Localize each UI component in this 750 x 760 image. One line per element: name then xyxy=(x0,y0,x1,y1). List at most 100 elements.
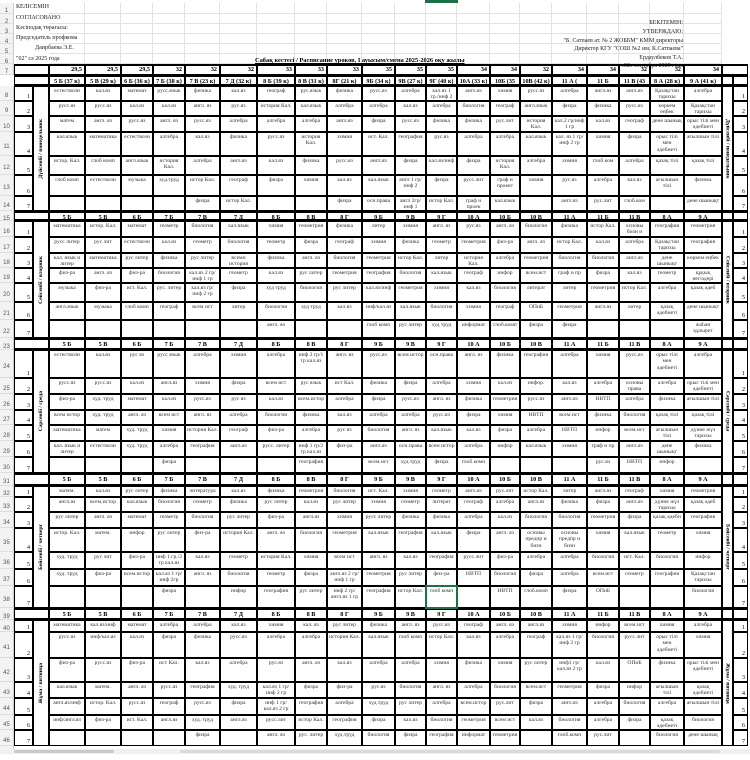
class-header[interactable]: 7 В xyxy=(185,338,220,350)
lesson-number[interactable]: 2 xyxy=(14,497,33,512)
grid-cell[interactable] xyxy=(49,14,85,24)
lesson-number-right[interactable]: 3 xyxy=(733,512,748,528)
lesson-cell[interactable] xyxy=(650,320,684,338)
class-header[interactable]: 7 В (23 к) xyxy=(185,75,220,86)
lesson-cell[interactable]: кал.яз xyxy=(327,658,362,682)
lesson-cell[interactable]: алгебра xyxy=(426,698,457,715)
grid-cell[interactable] xyxy=(552,24,587,34)
lesson-number-right[interactable]: 5 xyxy=(733,552,748,569)
lesson-cell[interactable]: кал.язык xyxy=(295,101,327,116)
lesson-cell[interactable]: кал.яз 1 гр./инф 2 xyxy=(426,86,457,101)
lesson-cell[interactable]: рус литер xyxy=(520,658,552,682)
lesson-cell[interactable]: алгебра xyxy=(395,410,426,425)
lesson-cell[interactable]: англ.яз xyxy=(220,441,257,457)
lesson-cell[interactable]: кал.язык xyxy=(49,682,85,698)
lesson-cell[interactable]: ОПиБ xyxy=(619,658,650,682)
lesson-cell[interactable] xyxy=(457,586,490,608)
lesson-cell[interactable]: математ xyxy=(121,86,153,101)
class-header[interactable]: 7 Д xyxy=(220,338,257,350)
lesson-cell[interactable]: глоб.ком xyxy=(587,156,619,175)
grid-cell[interactable] xyxy=(49,54,85,64)
class-header[interactable]: 10 А xyxy=(457,211,490,221)
grid-cell[interactable] xyxy=(257,3,295,14)
grid-cell[interactable] xyxy=(257,34,295,44)
lesson-cell[interactable]: алгебра xyxy=(520,156,552,175)
lesson-cell[interactable]: физра xyxy=(426,175,457,196)
grid-cell[interactable] xyxy=(85,44,121,54)
lesson-cell[interactable]: англ. яз xyxy=(185,101,220,116)
grid-cell[interactable] xyxy=(520,54,552,64)
lesson-cell[interactable]: рус литер xyxy=(295,586,327,608)
grid-cell[interactable] xyxy=(457,54,490,64)
lesson-cell[interactable]: матем. xyxy=(85,682,121,698)
class-header[interactable]: 9 А xyxy=(684,473,722,486)
lesson-cell[interactable]: англ.яз xyxy=(457,486,490,497)
grid-cell[interactable] xyxy=(49,3,85,14)
row-header[interactable]: 15 xyxy=(0,211,14,222)
lesson-cell[interactable] xyxy=(295,196,327,211)
lesson-cell[interactable]: физра xyxy=(185,730,220,746)
class-header[interactable]: 5 Б xyxy=(49,473,85,486)
grid-cell[interactable] xyxy=(49,24,85,34)
lesson-cell[interactable]: литер xyxy=(619,302,650,320)
lesson-cell[interactable]: ағылшын тілі xyxy=(650,175,684,196)
blank-cell[interactable] xyxy=(733,338,748,350)
lesson-cell[interactable]: инфор. xyxy=(520,378,552,394)
lesson-cell[interactable]: кал.яз xyxy=(121,632,153,658)
class-header[interactable]: 10 А xyxy=(457,338,490,350)
lesson-cell[interactable]: геометр xyxy=(395,497,426,512)
lesson-cell[interactable]: физра xyxy=(327,196,362,211)
lesson-number-right[interactable]: 2 xyxy=(733,632,748,658)
lesson-cell[interactable]: физ-ра xyxy=(49,658,85,682)
lesson-cell[interactable]: геометр xyxy=(220,268,257,283)
lesson-cell[interactable]: геометрия xyxy=(362,569,395,586)
lesson-cell[interactable]: биология xyxy=(587,253,619,268)
lesson-cell[interactable]: физика xyxy=(457,658,490,682)
blank-cell[interactable] xyxy=(722,211,733,221)
lesson-cell[interactable]: русс.лит xyxy=(457,552,490,569)
lesson-cell[interactable]: физ-ра xyxy=(185,528,220,552)
lesson-cell[interactable]: химия xyxy=(426,658,457,682)
class-header[interactable]: 9 Б xyxy=(362,608,395,620)
lesson-cell[interactable]: худ.труд xyxy=(362,698,395,715)
lesson-cell[interactable]: англ. яз xyxy=(295,253,327,268)
lesson-number-right[interactable]: 6 xyxy=(733,569,748,586)
lesson-cell[interactable]: англ. яз xyxy=(395,425,426,441)
lesson-number[interactable]: 7 xyxy=(14,586,33,608)
lesson-cell[interactable] xyxy=(684,457,722,473)
lesson-cell[interactable]: НВТП xyxy=(457,569,490,586)
class-header[interactable]: 10В (42 к) xyxy=(520,75,552,86)
grid-cell[interactable] xyxy=(520,3,552,14)
blank-cell[interactable] xyxy=(14,473,49,486)
lesson-cell[interactable]: рус яз xyxy=(220,394,257,410)
lesson-cell[interactable]: литер xyxy=(552,486,587,497)
lesson-cell[interactable]: англ. яз xyxy=(490,528,520,552)
lesson-cell[interactable]: физика xyxy=(490,350,520,378)
lesson-cell[interactable]: кал.язык xyxy=(49,132,85,156)
grid-cell[interactable] xyxy=(49,34,85,44)
lesson-number[interactable]: 4 xyxy=(14,410,33,425)
lesson-cell[interactable]: кал.яз xyxy=(457,425,490,441)
lesson-cell[interactable]: кал.яз xyxy=(153,101,185,116)
lesson-cell[interactable]: қазақ әдеб xyxy=(684,497,722,512)
lesson-cell[interactable]: глоб.комп xyxy=(520,586,552,608)
lesson-cell[interactable]: геометрия xyxy=(362,253,395,268)
lesson-cell[interactable]: химия xyxy=(552,620,587,632)
lesson-number-right[interactable]: 6 xyxy=(733,715,748,730)
lesson-cell[interactable]: кал.яз xyxy=(520,715,552,730)
class-header[interactable]: 5 Б xyxy=(49,338,85,350)
lesson-cell[interactable]: история Кал. xyxy=(457,253,490,268)
lesson-cell[interactable]: алгебра xyxy=(457,682,490,698)
lesson-number-right[interactable]: 6 xyxy=(733,175,748,196)
grid-cell[interactable] xyxy=(395,3,426,14)
lesson-cell[interactable] xyxy=(121,196,153,211)
lesson-cell[interactable]: географ xyxy=(153,698,185,715)
class-header[interactable]: 8 Г xyxy=(327,608,362,620)
lesson-cell[interactable]: қазақ әдеб xyxy=(684,283,722,302)
lesson-cell[interactable]: химия xyxy=(327,132,362,156)
class-header[interactable]: 10 Б xyxy=(490,338,520,350)
lesson-cell[interactable]: инфор xyxy=(650,457,684,473)
lesson-cell[interactable]: кал.язык xyxy=(395,302,426,320)
row-header[interactable]: 33 xyxy=(0,497,14,512)
lesson-cell[interactable]: физ-ра xyxy=(426,569,457,586)
